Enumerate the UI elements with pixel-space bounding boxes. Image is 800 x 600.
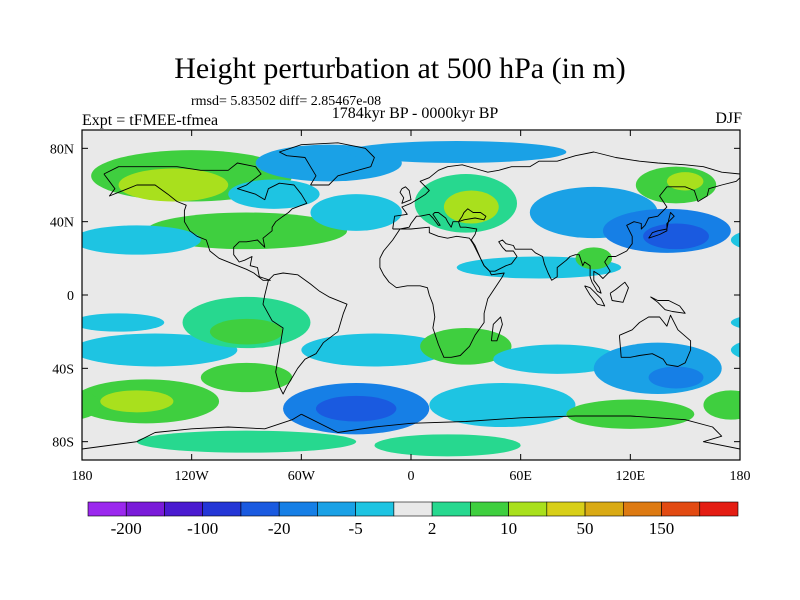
field-region (82, 391, 101, 419)
y-tick-label: 40S (52, 362, 74, 377)
field-region (82, 333, 238, 367)
coastline (379, 226, 505, 358)
colorbar-swatch (661, 501, 701, 517)
plot-title: Height perturbation at 500 hPa (in m) (174, 52, 626, 85)
colorbar-swatch (393, 501, 433, 517)
y-tick-label: 40N (50, 216, 74, 231)
colorbar-label: -100 (187, 519, 218, 538)
field-region (643, 223, 709, 250)
coastline (262, 272, 348, 395)
coastline (278, 142, 375, 186)
colorbar-swatch (508, 501, 548, 517)
coastline (392, 151, 740, 294)
field-region (310, 194, 402, 231)
field-region (730, 317, 740, 328)
colorbar-swatch (164, 501, 204, 517)
field-region (593, 342, 722, 395)
experiment-label: Expt = tFMEE-tfmea (82, 112, 219, 129)
colorbar-swatch (470, 501, 509, 517)
field-region (374, 434, 521, 457)
field-region (209, 318, 284, 345)
coastline (618, 314, 692, 367)
coastlines (82, 142, 740, 460)
stats-label: rmsd= 5.83502 diff= 2.85467e-08 (191, 94, 382, 109)
field-region (566, 399, 695, 429)
colorbar-swatch (622, 501, 662, 517)
season-label: DJF (715, 110, 742, 127)
colorbar-label: 150 (649, 519, 675, 538)
field-region (315, 395, 397, 422)
colorbar-label: -20 (268, 519, 291, 538)
colorbar-swatch (546, 501, 586, 517)
x-tick-label: 0 (408, 469, 415, 484)
coastline (650, 296, 686, 314)
x-tick-label: 60E (509, 469, 532, 484)
coastline (490, 316, 503, 342)
height-perturbation-field (82, 141, 740, 457)
field-region (82, 313, 165, 332)
field-region (730, 342, 740, 358)
field-region (301, 333, 448, 367)
coastline (82, 413, 740, 460)
colorbar-swatch (240, 501, 280, 517)
x-tick-label: 120E (616, 469, 646, 484)
colorbar-label: 10 (500, 519, 517, 538)
colorbar-swatch (699, 501, 739, 517)
colorbar-swatch (278, 501, 318, 517)
field-region (228, 179, 320, 209)
colorbar-label: -200 (111, 519, 142, 538)
y-tick-label: 80S (52, 436, 74, 451)
x-tick-label: 180 (730, 469, 751, 484)
y-tick-label: 80N (50, 142, 74, 157)
coastline (103, 162, 308, 281)
field-region (666, 172, 704, 191)
colorbar-swatch (317, 501, 356, 517)
x-tick-label: 180 (72, 469, 93, 484)
field-region (730, 232, 740, 248)
field-region (347, 141, 567, 163)
coastline (584, 285, 606, 307)
coastline (399, 186, 412, 204)
coastline (648, 212, 675, 239)
field-region (100, 390, 174, 413)
colorbar-label: 50 (577, 519, 594, 538)
colorbar-swatch (584, 501, 624, 517)
field-region (730, 390, 740, 412)
field-region (575, 247, 613, 270)
y-tick-label: 0 (67, 289, 74, 304)
colorbar-swatch (431, 501, 471, 517)
field-region (429, 383, 576, 427)
field-region (82, 225, 201, 255)
plot-subtitle: 1784kyr BP - 0000kyr BP (331, 105, 499, 122)
map-axes: 180 120W 60W 0 60E 120E 180 80N 40N 0 40S 80S (50, 130, 751, 484)
colorbar: -200 -100 -20 -5 2 10 50 150 (87, 501, 739, 538)
colorbar-label: 2 (428, 519, 437, 538)
x-tick-label: 60W (288, 469, 316, 484)
coastline (609, 281, 629, 303)
x-tick-label: 120W (175, 469, 210, 484)
colorbar-swatch (87, 501, 127, 517)
colorbar-swatch (355, 501, 395, 517)
field-region (493, 344, 622, 374)
field-region (200, 362, 293, 393)
field-region (703, 390, 740, 420)
map-panel: 180 120W 60W 0 60E 120E 180 80N 40N 0 40S 80S (50, 129, 751, 484)
colorbar-swatch (125, 501, 165, 517)
colorbar-label: -5 (349, 519, 363, 538)
field-region (136, 430, 357, 453)
field-region (648, 366, 704, 389)
field-region (118, 168, 229, 202)
colorbar-swatch (202, 501, 242, 517)
